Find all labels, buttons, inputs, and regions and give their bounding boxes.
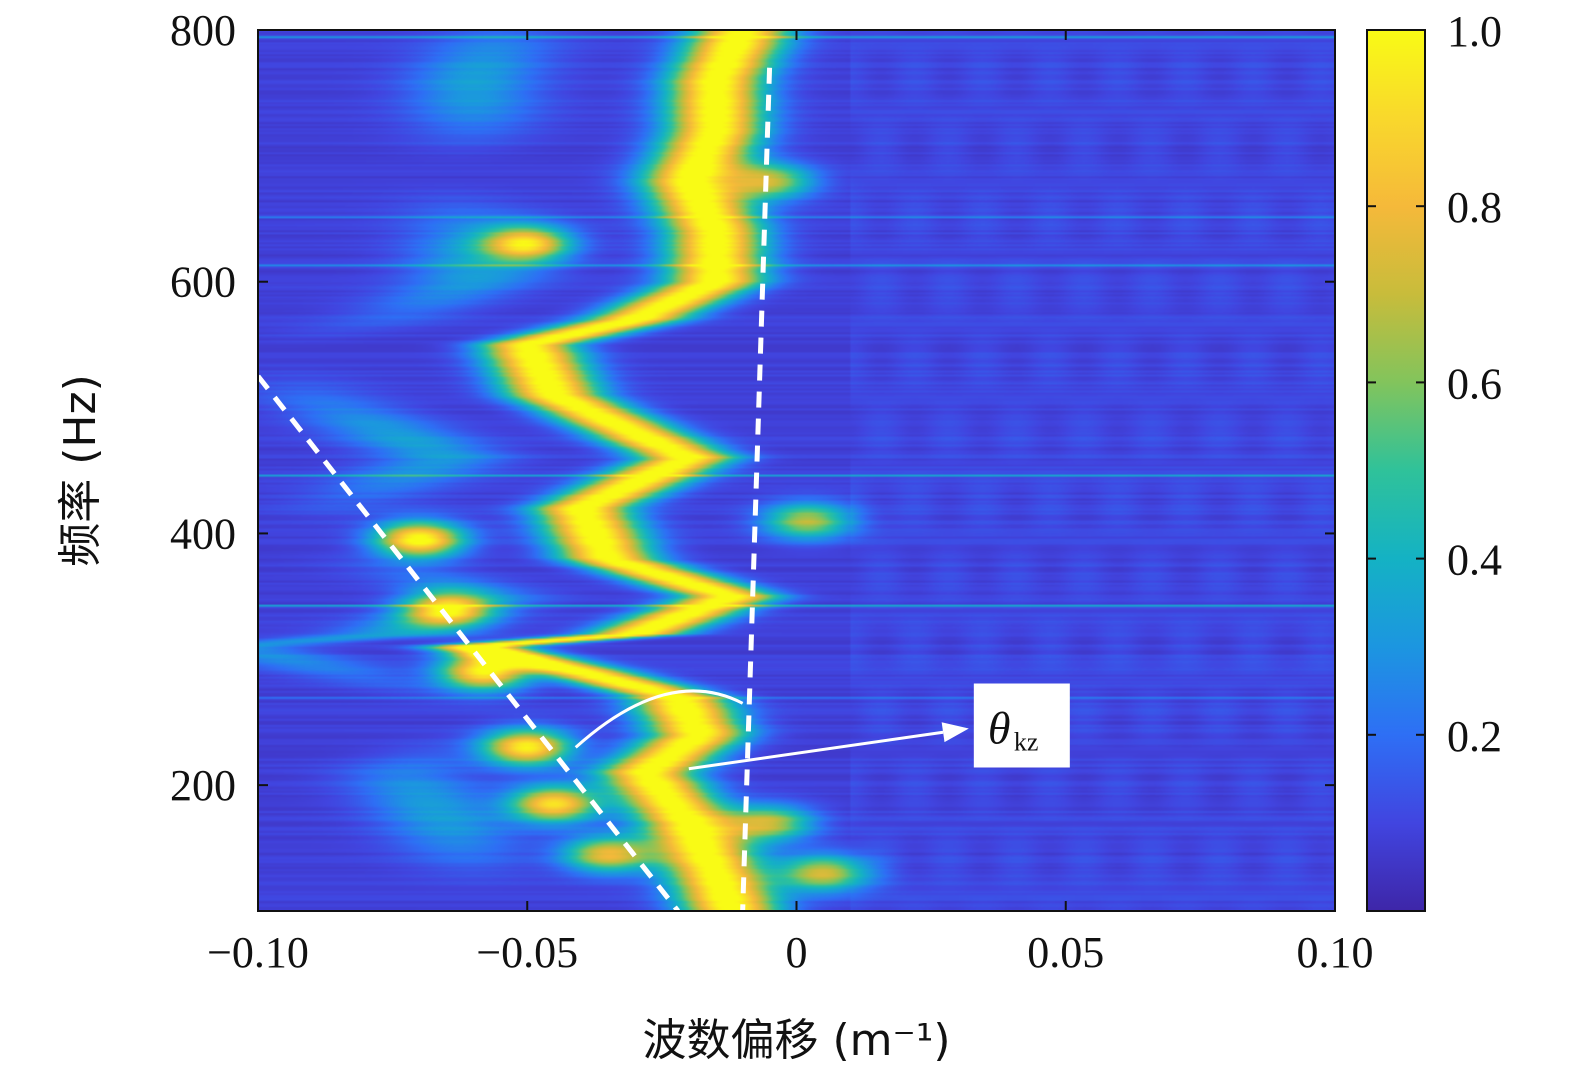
annotation-arrow-shaft (688, 730, 944, 771)
colorbar-tick-label: 1.0 (1447, 7, 1502, 56)
guide-lines (258, 67, 773, 911)
annotation-theta: θ (988, 703, 1011, 754)
annotation-label-box (973, 683, 1070, 768)
x-axis-title: 波数偏移 (m⁻¹) (642, 1015, 950, 1066)
y-axis-title: 频率 (Hz) (55, 374, 106, 567)
x-tick-label: −0.10 (207, 928, 309, 977)
theta-annotation: θ kz (574, 683, 1070, 771)
colorbar-ticks: 0.2 0.4 0.6 0.8 1.0 (1367, 7, 1502, 761)
annotation-arrow-head (941, 722, 969, 743)
annotation-subscript: kz (1014, 728, 1039, 757)
colorbar-tick-label: 0.6 (1447, 359, 1502, 408)
x-tick-label: 0.10 (1297, 928, 1374, 977)
heatmap-image (258, 30, 1335, 911)
y-tick-label: 600 (170, 258, 236, 307)
y-tick-label: 800 (170, 6, 236, 55)
colorbar-tick-label: 0.8 (1447, 183, 1502, 232)
colorbar (1366, 29, 1426, 912)
dashed-line-right (740, 67, 773, 911)
angle-arc (574, 689, 744, 749)
x-axis: −0.10 −0.05 0 0.05 0.10 (207, 30, 1374, 977)
x-tick-label: 0 (786, 928, 808, 977)
y-axis: 200 400 600 800 (170, 6, 1335, 810)
x-tick-label: −0.05 (476, 928, 578, 977)
y-tick-label: 400 (170, 509, 236, 558)
y-tick-label: 200 (170, 761, 236, 810)
colorbar-tick-label: 0.2 (1447, 712, 1502, 761)
x-tick-label: 0.05 (1027, 928, 1104, 977)
colorbar-tick-label: 0.4 (1447, 536, 1502, 585)
dashed-line-left (258, 374, 680, 911)
